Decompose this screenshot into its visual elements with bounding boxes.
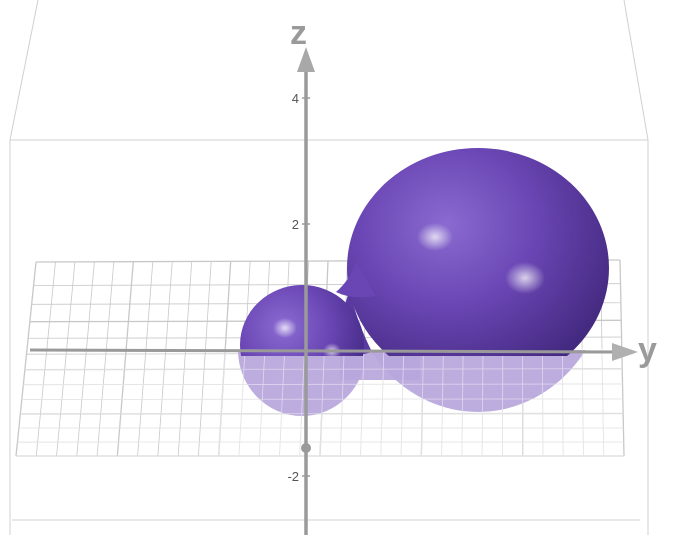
bounding-box	[9, 0, 649, 535]
grid-line	[137, 261, 154, 457]
z-axis-label: z	[290, 14, 307, 52]
grid-line	[96, 261, 115, 457]
grid-line	[561, 348, 564, 457]
grid-line	[481, 348, 484, 457]
grid-line	[15, 261, 37, 457]
z-axis-ticks: 4 2 -2	[287, 91, 310, 484]
grid-line	[319, 348, 325, 457]
y-axis-label: y	[638, 331, 657, 369]
y-axis	[29, 343, 638, 361]
z-tick-label: -2	[287, 469, 299, 484]
grid-line	[339, 348, 345, 457]
grid-line	[76, 261, 95, 457]
grid-line	[157, 261, 173, 457]
grid-line	[619, 259, 625, 457]
grid-line	[380, 348, 385, 457]
grid-line	[56, 261, 76, 457]
grid-line	[198, 261, 212, 457]
z-tick-label: 2	[292, 217, 299, 232]
grid-line	[299, 348, 305, 457]
grid-line	[116, 261, 134, 457]
z-axis	[297, 47, 315, 535]
grid-line	[218, 348, 226, 457]
grid-line	[400, 348, 405, 457]
grid-line	[238, 348, 246, 457]
grid-line	[441, 348, 444, 457]
grid-line	[360, 348, 365, 457]
grid-line	[581, 348, 584, 457]
grid-line	[420, 348, 424, 457]
grid-line	[35, 261, 56, 457]
xy-plane-grid-overlay	[16, 348, 624, 457]
surface-above-plane	[240, 148, 609, 356]
grid-line	[177, 261, 193, 457]
z-tick-label: 4	[292, 91, 299, 106]
grid-line	[601, 348, 605, 457]
grid-line	[258, 348, 266, 457]
grid-line	[461, 348, 464, 457]
grid-line	[279, 348, 286, 457]
